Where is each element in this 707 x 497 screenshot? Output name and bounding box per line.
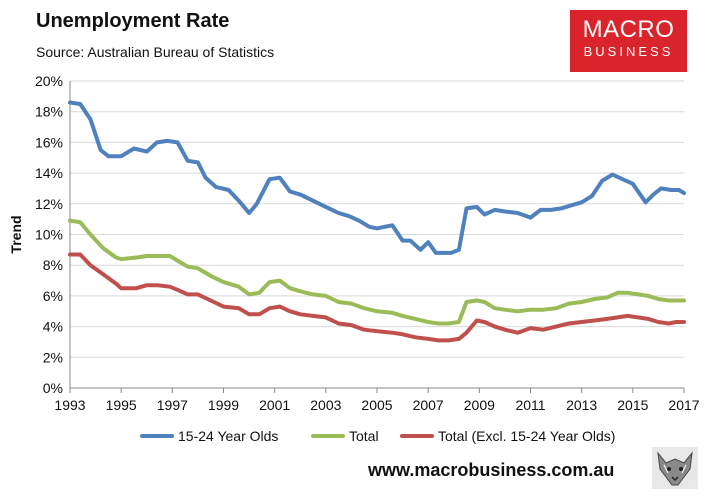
y-tick-label: 10% [35,227,63,243]
y-axis-title: Trend [8,215,24,253]
y-tick-label: 12% [35,196,63,212]
y-tick-label: 4% [43,319,63,335]
source-subtitle: Source: Australian Bureau of Statistics [36,44,275,60]
x-tick-label: 2009 [464,397,495,413]
x-tick-label: 2017 [668,397,699,413]
legend-label-2: Total [349,428,379,444]
y-tick-label: 16% [35,134,63,150]
x-tick-label: 2005 [361,397,392,413]
x-tick-label: 1999 [208,397,239,413]
logo-line-1: MACRO [582,16,675,43]
y-tick-label: 18% [35,104,63,120]
x-tick-label: 2007 [413,397,444,413]
x-tick-label: 1995 [106,397,137,413]
y-tick-label: 20% [35,73,63,89]
x-tick-label: 2001 [259,397,290,413]
y-tick-label: 8% [43,257,63,273]
wolf-logo-icon [652,447,698,489]
legend-label-1: 15-24 Year Olds [178,428,278,444]
x-tick-label: 2015 [617,397,648,413]
unemployment-chart: 0% 2% 4% 6% 8% 10% 12% 14% 16% 18% 20% 1993 1995 1997… [8,73,700,444]
y-tick-label: 0% [43,380,63,396]
x-tick-label: 2003 [310,397,341,413]
series-line-2 [68,218,686,326]
y-tick-label: 6% [43,288,63,304]
series-line-3 [68,252,686,343]
x-tick-label: 2013 [566,397,597,413]
series-line-1 [68,100,686,255]
footer-url[interactable]: www.macrobusiness.com.au [368,460,615,480]
x-tick-label: 2011 [515,397,545,413]
x-tick-label: 1993 [54,397,85,413]
macrobusiness-logo[interactable]: MACRO BUSINESS [570,10,687,72]
y-tick-label: 2% [43,349,63,365]
y-tick-label: 14% [35,165,63,181]
page-title: Unemployment Rate [36,10,230,32]
logo-line-2: BUSINESS [583,44,674,59]
legend-label-3: Total (Excl. 15-24 Year Olds) [438,428,615,444]
x-tick-label: 1997 [157,397,188,413]
